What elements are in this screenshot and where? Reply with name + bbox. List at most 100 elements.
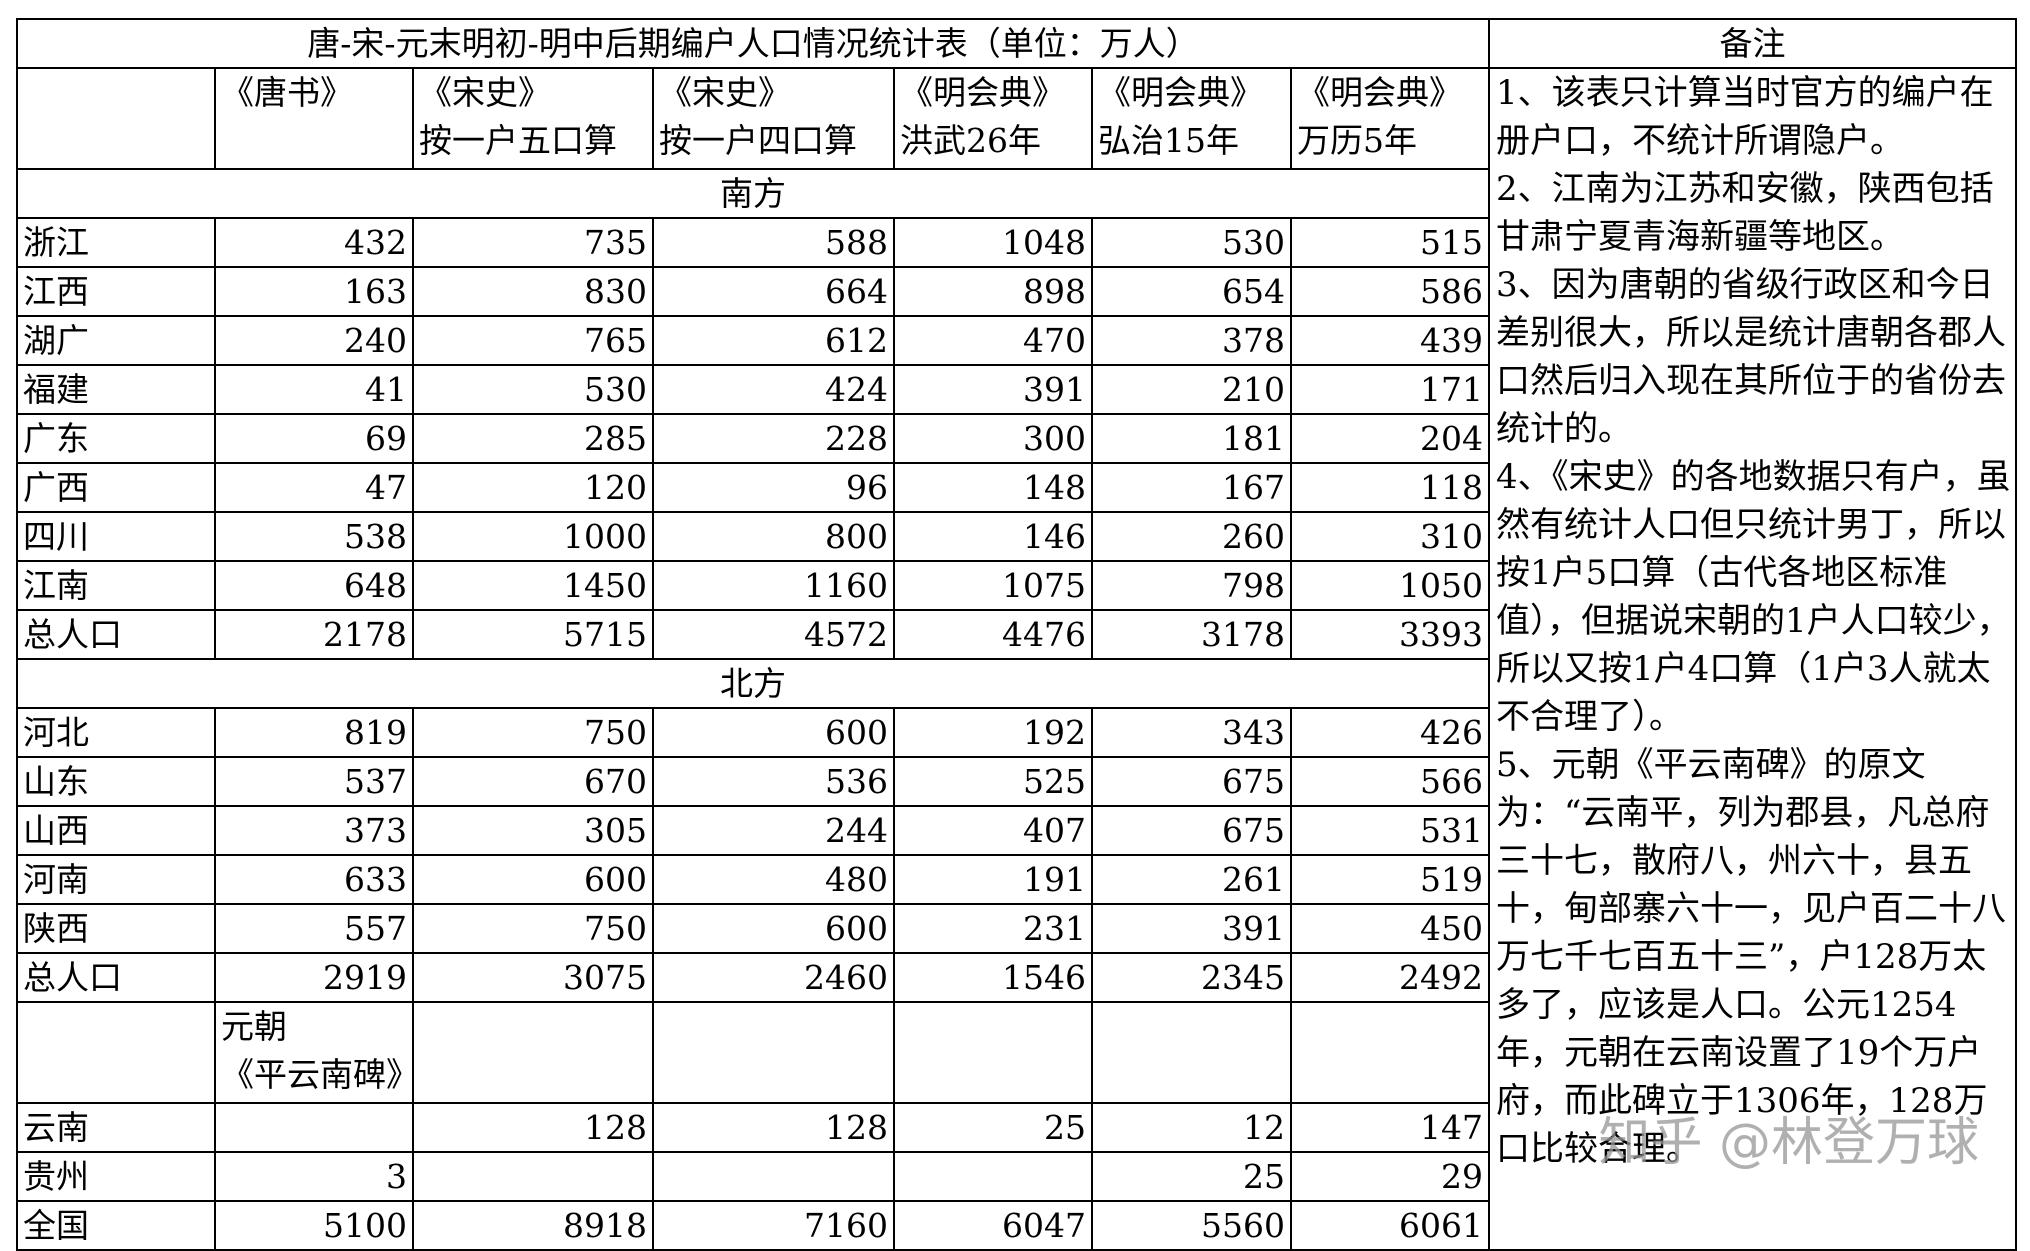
value-cell: 675: [1091, 805, 1292, 856]
value-cell: 343: [1091, 707, 1292, 758]
value-cell: 600: [652, 707, 895, 758]
population-table: 唐-宋-元末明初-明中后期编户人口情况统计表（单位：万人） 备注 《唐书》 《宋史》按…: [15, 18, 2018, 1251]
value-cell: 1546: [893, 952, 1093, 1003]
table-row: 河南 633 600 480 191 261 519: [16, 854, 2016, 905]
value-cell: 1048: [893, 217, 1093, 268]
row-label: 广西: [16, 462, 216, 513]
value-cell: 654: [1091, 266, 1292, 317]
header-line: 《宋史》: [419, 73, 551, 112]
value-cell: 5560: [1091, 1200, 1292, 1251]
value-cell: 391: [1091, 903, 1292, 954]
value-cell: 819: [214, 707, 414, 758]
note: 3、因为唐朝的省级行政区和今日差别很大，所以是统计唐朝各郡人口然后归入现在其所位…: [1496, 265, 2007, 449]
row-label: 总人口: [16, 609, 216, 660]
row-label: 福建: [16, 364, 216, 415]
notes-cell: 1、该表只计算当时官方的编户在册户口，不统计所谓隐户。 2、江南为江苏和安徽，陕西…: [1488, 67, 2018, 1251]
row-label: 河南: [16, 854, 216, 905]
header-line: 洪武26年: [900, 121, 1041, 160]
value-cell: [412, 1151, 654, 1202]
note: 2、江南为江苏和安徽，陕西包括甘肃宁夏青海新疆等地区。: [1496, 169, 1994, 257]
value-cell: 750: [412, 903, 654, 954]
value-cell: 600: [412, 854, 654, 905]
row-label: 四川: [16, 511, 216, 562]
value-cell: 6061: [1289, 1200, 1491, 1251]
yuan-note: 元朝 《平云南碑》: [214, 1001, 414, 1104]
column-header: 《明会典》 洪武26年: [893, 67, 1093, 170]
section-header: 北方: [15, 658, 1491, 709]
value-cell: 391: [893, 364, 1093, 415]
yuan-note-line: 《平云南碑》: [221, 1055, 413, 1094]
value-cell: 47: [214, 462, 414, 513]
column-header: 《宋史》 按一户五口算: [412, 67, 654, 170]
empty-cell: [652, 1001, 895, 1104]
value-cell: 8918: [412, 1200, 654, 1251]
table-row: 全国 5100 8918 7160 6047 5560 6061: [16, 1200, 2016, 1251]
value-cell: 41: [214, 364, 414, 415]
value-cell: 2460: [652, 952, 895, 1003]
row-label: 贵州: [16, 1151, 216, 1202]
value-cell: 148: [893, 462, 1093, 513]
value-cell: 29: [1289, 1151, 1491, 1202]
table-row: 浙江 432 735 588 1048 530 515: [16, 217, 2016, 268]
value-cell: 670: [412, 756, 654, 807]
value-cell: 261: [1091, 854, 1292, 905]
value-cell: 648: [214, 560, 414, 611]
value-cell: 407: [893, 805, 1093, 856]
empty-cell: [16, 1001, 216, 1104]
value-cell: 2492: [1289, 952, 1491, 1003]
remarks-header: 备注: [1488, 18, 2018, 69]
value-cell: 171: [1289, 364, 1491, 415]
value-cell: 260: [1091, 511, 1292, 562]
value-cell: 191: [893, 854, 1093, 905]
note: 4、《宋史》的各地数据只有户，虽然有统计人口但只统计男丁，所以按1户5口算（古代…: [1496, 457, 2011, 737]
value-cell: 2345: [1091, 952, 1292, 1003]
table-row: 唐-宋-元末明初-明中后期编户人口情况统计表（单位：万人） 备注: [15, 18, 2018, 69]
value-cell: 2178: [214, 609, 414, 660]
value-cell: 557: [214, 903, 414, 954]
value-cell: 470: [893, 315, 1093, 366]
value-cell: 231: [893, 903, 1093, 954]
value-cell: 432: [214, 217, 414, 268]
header-line: 《宋史》: [659, 73, 791, 112]
value-cell: 536: [652, 756, 895, 807]
value-cell: 5715: [412, 609, 654, 660]
value-cell: 69: [214, 413, 414, 464]
value-cell: [652, 1151, 895, 1202]
value-cell: 120: [412, 462, 654, 513]
header-line: 《明会典》: [1297, 73, 1462, 112]
value-cell: 147: [1289, 1102, 1491, 1153]
section-header: 南方: [15, 168, 1491, 219]
value-cell: 538: [214, 511, 414, 562]
value-cell: 519: [1289, 854, 1491, 905]
value-cell: 480: [652, 854, 895, 905]
value-cell: 7160: [652, 1200, 895, 1251]
corner-cell: [16, 67, 216, 170]
row-label: 江西: [16, 266, 216, 317]
table-row: 四川 538 1000 800 146 260 310: [16, 511, 2016, 562]
value-cell: 1000: [412, 511, 654, 562]
value-cell: 128: [412, 1102, 654, 1153]
value-cell: 798: [1091, 560, 1292, 611]
empty-cell: [893, 1001, 1093, 1104]
value-cell: 531: [1289, 805, 1491, 856]
header-line: 《唐书》: [221, 73, 353, 112]
row-label: 山西: [16, 805, 216, 856]
empty-cell: [412, 1001, 654, 1104]
row-label: 山东: [16, 756, 216, 807]
value-cell: 735: [412, 217, 654, 268]
header-line: 按一户四口算: [659, 121, 857, 160]
table-row: 北方: [15, 658, 2016, 709]
table-row: 陕西 557 750 600 231 391 450: [16, 903, 2016, 954]
value-cell: 800: [652, 511, 895, 562]
table-row: 河北 819 750 600 192 343 426: [16, 707, 2016, 758]
value-cell: 310: [1289, 511, 1491, 562]
value-cell: 1450: [412, 560, 654, 611]
value-cell: 25: [1091, 1151, 1292, 1202]
value-cell: 675: [1091, 756, 1292, 807]
value-cell: 537: [214, 756, 414, 807]
table-row: 南方: [15, 168, 2016, 219]
table-row: 元朝 《平云南碑》: [16, 1001, 2016, 1104]
value-cell: 204: [1289, 413, 1491, 464]
value-cell: 2919: [214, 952, 414, 1003]
